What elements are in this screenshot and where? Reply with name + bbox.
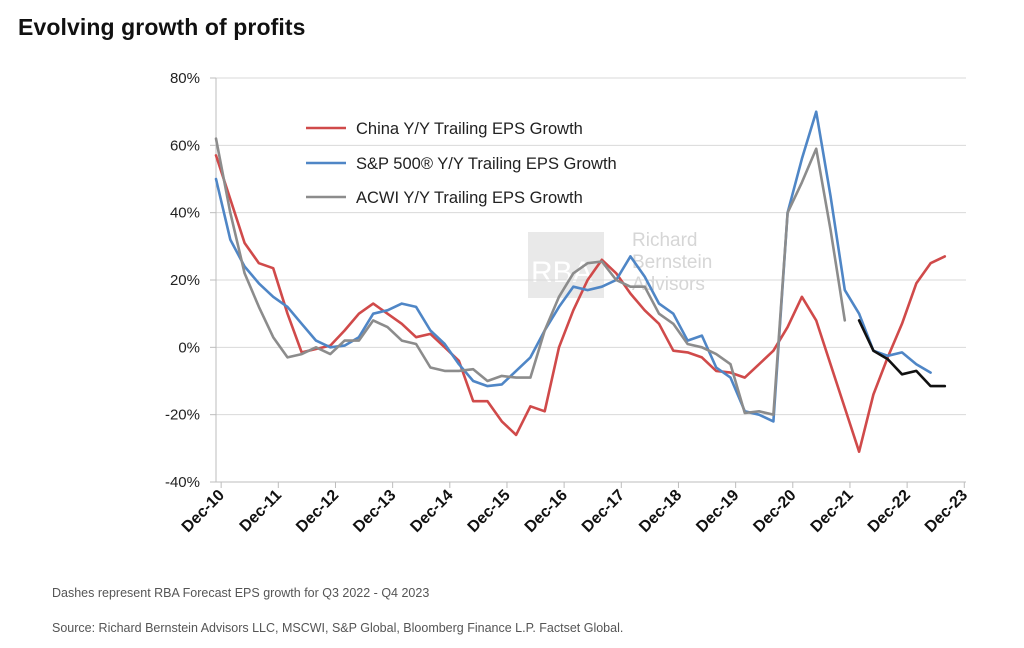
legend: China Y/Y Trailing EPS Growth S&P 500® Y…: [306, 120, 617, 207]
x-tick-label: Dec-11: [237, 487, 286, 536]
legend-label-sp500: S&P 500® Y/Y Trailing EPS Growth: [356, 155, 617, 173]
watermark-line3: Advisors: [632, 274, 705, 295]
footnote-source: Source: Richard Bernstein Advisors LLC, …: [52, 621, 624, 635]
x-tick-label: Dec-10: [179, 487, 228, 536]
watermark-logo-text: RBA: [531, 256, 593, 289]
y-tick-label: -20%: [165, 407, 200, 424]
gridlines: [216, 77, 966, 483]
chart-title: Evolving growth of profits: [18, 14, 306, 40]
x-tick-label: Dec-14: [407, 487, 456, 536]
x-tick-label: Dec-17: [579, 487, 628, 536]
y-tick-label: 40%: [170, 205, 200, 222]
series-lines: [214, 110, 947, 453]
watermark-line2: Bernstein: [632, 252, 712, 273]
series-line-sp500: [214, 110, 932, 423]
x-tick-label: Dec-20: [750, 487, 799, 536]
x-tick-label: Dec-23: [922, 487, 971, 536]
watermark-line1: Richard: [632, 230, 697, 251]
watermark: RBA Richard Bernstein Advisors: [528, 230, 712, 298]
x-tick-label: Dec-19: [693, 487, 742, 536]
x-tick-label: Dec-18: [636, 487, 685, 536]
x-tick-label: Dec-21: [808, 487, 857, 536]
y-tick-label: 60%: [170, 137, 200, 154]
x-tick-label: Dec-13: [350, 487, 399, 536]
legend-label-acwi: ACWI Y/Y Trailing EPS Growth: [356, 189, 583, 207]
x-tick-label: Dec-16: [522, 487, 571, 536]
series-line-acwi: [214, 137, 847, 416]
x-tick-label: Dec-15: [465, 487, 514, 536]
footnote-dashes: Dashes represent RBA Forecast EPS growth…: [52, 586, 430, 600]
y-tick-label: 80%: [170, 70, 200, 87]
series-line-china: [214, 154, 947, 453]
y-tick-label: 0%: [178, 339, 200, 356]
x-tick-label: Dec-12: [293, 487, 342, 536]
line-chart: RBA Richard Bernstein Advisors -40% -20% 0…: [165, 70, 971, 536]
y-axis-ticks: -40% -20% 0% 20% 40% 60% 80%: [165, 70, 216, 491]
y-tick-label: 20%: [170, 272, 200, 289]
y-tick-label: -40%: [165, 474, 200, 491]
legend-label-china: China Y/Y Trailing EPS Growth: [356, 120, 583, 138]
series-line-rba-forecast: [857, 319, 947, 388]
x-tick-label: Dec-22: [865, 487, 914, 536]
x-axis-ticks: Dec-10 Dec-11 Dec-12 Dec-13 Dec-14 Dec-15 Dec-…: [179, 482, 971, 536]
